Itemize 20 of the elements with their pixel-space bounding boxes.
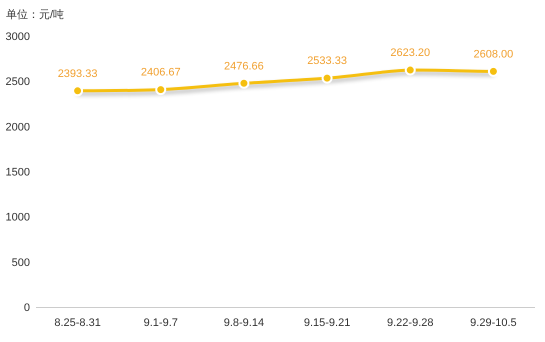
x-tick-label: 9.1-9.7 (144, 317, 178, 329)
x-tick-label: 9.15-9.21 (304, 317, 350, 329)
x-tick-label: 9.29-10.5 (470, 317, 517, 329)
x-tick-label: 9.8-9.14 (224, 317, 264, 329)
data-label: 2533.33 (307, 55, 347, 68)
data-label: 2623.20 (390, 47, 430, 60)
y-tick-label: 1500 (6, 166, 30, 178)
data-label: 2608.00 (474, 48, 514, 60)
data-label: 2476.66 (224, 60, 264, 72)
y-axis-title: 单位：元/吨 (6, 8, 64, 21)
y-tick-label: 3000 (6, 31, 30, 43)
y-tick-label: 500 (12, 256, 30, 269)
y-tick-label: 2000 (6, 121, 30, 134)
y-tick-label: 2500 (6, 76, 30, 88)
data-label: 2406.67 (140, 66, 181, 79)
y-tick-label: 1000 (6, 212, 30, 224)
x-tick-label: 9.22-9.28 (387, 317, 434, 329)
y-tick-label: 0 (24, 302, 30, 314)
data-label: 2393.33 (58, 68, 98, 80)
x-tick-label: 8.25-8.31 (54, 317, 101, 329)
